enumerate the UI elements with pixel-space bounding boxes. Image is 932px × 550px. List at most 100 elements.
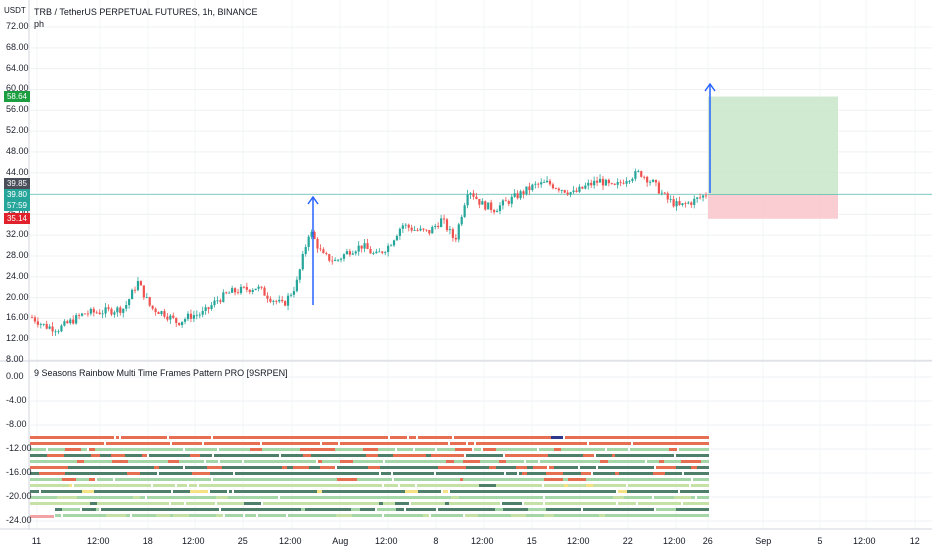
indicator-stripe xyxy=(338,436,350,439)
symbol-title[interactable]: TRB / TetherUS PERPETUAL FUTURES, 1h, BI… xyxy=(34,7,258,17)
candle-body xyxy=(254,288,257,291)
indicator-stripe xyxy=(244,460,261,463)
indicator-stripe xyxy=(624,496,627,499)
indicator-stripe xyxy=(609,508,622,511)
indicator-stripe xyxy=(483,508,495,511)
candle-body xyxy=(319,248,322,250)
candle-body xyxy=(189,313,193,319)
candle-body xyxy=(545,180,549,183)
candle-body xyxy=(389,245,393,247)
indicator-stripe xyxy=(556,502,561,505)
indicator-stripe xyxy=(395,502,409,505)
indicator-stripe xyxy=(486,466,489,469)
indicator-stripe xyxy=(265,484,268,487)
indicator-stripe xyxy=(34,490,39,493)
indicator-stripe xyxy=(199,484,219,487)
indicator-stripe xyxy=(697,496,705,499)
indicator-stripe xyxy=(478,514,498,517)
indicator-stripe xyxy=(156,502,169,505)
time-tick-label: 12:00 xyxy=(87,536,110,546)
candle-body xyxy=(431,226,434,234)
candle-body xyxy=(384,252,387,253)
candle-body xyxy=(286,295,290,306)
indicator-stripe xyxy=(496,484,506,487)
indicator-stripe xyxy=(280,442,285,445)
time-tick-label: 22 xyxy=(622,536,633,546)
time-tick-label: 12:00 xyxy=(663,536,686,546)
indicator-stripe xyxy=(404,436,407,439)
indicator-stripe xyxy=(236,478,239,481)
indicator-stripe xyxy=(612,484,626,487)
indicator-stripe xyxy=(194,442,202,445)
indicator-stripe xyxy=(647,436,650,439)
indicator-stripe xyxy=(81,448,84,451)
indicator-stripe xyxy=(94,490,101,493)
candle-body xyxy=(675,201,678,207)
indicator-stripe xyxy=(236,442,240,445)
indicator-stripe xyxy=(468,442,474,445)
indicator-stripe xyxy=(156,436,167,439)
indicator-stripe xyxy=(58,436,64,439)
indicator-stripe xyxy=(94,472,111,475)
candle-body xyxy=(83,313,87,315)
indicator-stripe xyxy=(151,442,170,445)
indicator-stripe xyxy=(426,454,431,457)
indicator-stripe xyxy=(149,508,155,511)
indicator-stripe xyxy=(374,436,388,439)
candle-body xyxy=(42,323,45,325)
indicator-stripe xyxy=(30,478,45,481)
indicator-stripe xyxy=(504,436,515,439)
candle-body xyxy=(260,286,263,288)
indicator-stripe xyxy=(465,490,471,493)
indicator-stripe xyxy=(293,466,298,469)
indicator-stripe xyxy=(449,484,459,487)
indicator-stripe xyxy=(310,508,326,511)
indicator-stripe xyxy=(47,454,64,457)
indicator-stripe xyxy=(612,442,631,445)
indicator-stripe xyxy=(450,442,462,445)
indicator-tick-label: -24.00 xyxy=(6,515,32,525)
candle-body xyxy=(166,316,169,320)
candle-body xyxy=(378,251,381,253)
indicator-stripe xyxy=(172,442,183,445)
indicator-stripe xyxy=(503,508,515,511)
indicator-stripe xyxy=(228,496,242,499)
indicator-stripe xyxy=(406,514,416,517)
indicator-stripe xyxy=(546,508,563,511)
indicator-stripe xyxy=(511,472,517,475)
candle-body xyxy=(186,313,190,320)
indicator-stripe xyxy=(563,454,566,457)
indicator-stripe xyxy=(144,460,154,463)
indicator-title[interactable]: 9 Seasons Rainbow Multi Time Frames Patt… xyxy=(34,368,288,378)
indicator-stripe xyxy=(566,454,583,457)
indicator-stripe xyxy=(30,466,49,469)
indicator-stripe xyxy=(85,472,94,475)
candle-body xyxy=(345,251,349,255)
indicator-stripe xyxy=(390,484,398,487)
time-tick-label: 12:00 xyxy=(567,536,590,546)
indicator-stripe xyxy=(149,454,159,457)
indicator-stripe xyxy=(373,496,387,499)
indicator-stripe xyxy=(349,466,357,469)
indicator-stripe xyxy=(64,454,74,457)
indicator-stripe xyxy=(90,502,97,505)
indicator-stripe xyxy=(336,496,346,499)
indicator-stripe xyxy=(409,478,424,481)
indicator-stripe xyxy=(99,466,111,469)
candle-body xyxy=(693,198,696,205)
indicator-stripe xyxy=(650,478,668,481)
indicator-stripe xyxy=(300,484,305,487)
indicator-stripe xyxy=(409,454,426,457)
indicator-stripe xyxy=(390,436,404,439)
indicator-stripe xyxy=(515,460,524,463)
price-tick-label: 16.00 xyxy=(6,312,29,323)
indicator-stripe xyxy=(183,442,187,445)
indicator-stripe xyxy=(448,478,460,481)
indicator-stripe xyxy=(706,490,709,493)
candle-body xyxy=(428,229,431,234)
indicator-stripe xyxy=(185,448,198,451)
price-tick-label: 56.00 xyxy=(6,104,29,115)
indicator-stripe xyxy=(210,472,218,475)
